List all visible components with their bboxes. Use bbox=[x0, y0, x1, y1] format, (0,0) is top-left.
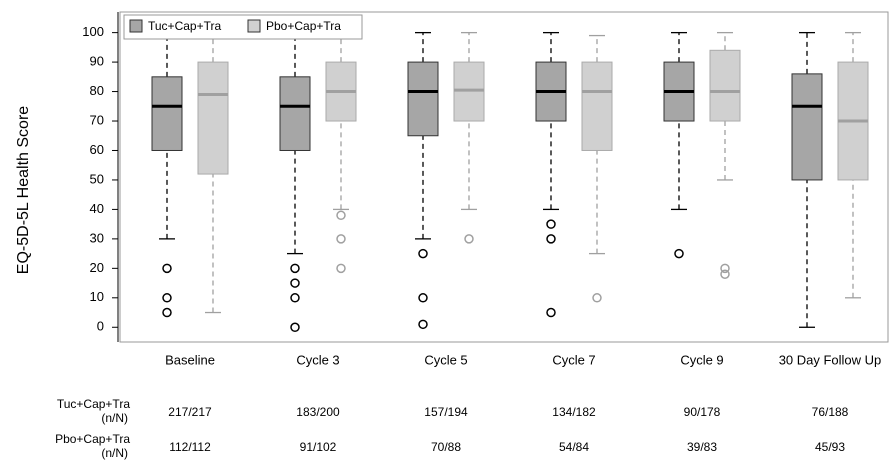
table-cell: 157/194 bbox=[424, 405, 468, 419]
outlier bbox=[336, 263, 346, 274]
table-row-label: Pbo+Cap+Tra bbox=[55, 432, 130, 446]
outlier bbox=[290, 263, 300, 274]
outlier bbox=[546, 307, 556, 318]
legend-label: Pbo+Cap+Tra bbox=[266, 19, 341, 33]
outlier bbox=[546, 219, 556, 229]
table-cell: 39/83 bbox=[687, 440, 717, 454]
table-cell: 112/112 bbox=[169, 440, 211, 454]
table-cell: 54/84 bbox=[559, 440, 589, 454]
table-cell: 217/217 bbox=[168, 405, 212, 419]
table-cell: 134/182 bbox=[552, 405, 596, 419]
outlier bbox=[546, 234, 556, 244]
legend-label: Tuc+Cap+Tra bbox=[148, 19, 221, 33]
y-tick-label: 20 bbox=[90, 260, 104, 275]
outlier bbox=[162, 263, 172, 274]
legend-swatch bbox=[129, 19, 143, 33]
y-tick-label: 90 bbox=[90, 54, 104, 69]
table-cell: 90/178 bbox=[684, 405, 721, 419]
outlier bbox=[290, 293, 300, 303]
table-cell: 91/102 bbox=[300, 440, 337, 454]
box bbox=[151, 76, 183, 151]
outlier bbox=[418, 248, 428, 259]
table-cell: 183/200 bbox=[296, 405, 340, 419]
y-tick-label: 30 bbox=[90, 230, 104, 245]
outlier bbox=[674, 248, 684, 259]
outlier bbox=[720, 263, 730, 274]
outlier bbox=[418, 293, 428, 303]
y-tick-label: 0 bbox=[97, 319, 104, 334]
box bbox=[581, 61, 613, 151]
x-tick-label: Cycle 5 bbox=[424, 352, 467, 367]
legend-box bbox=[123, 14, 363, 40]
x-tick-label: Baseline bbox=[165, 352, 215, 367]
outlier bbox=[592, 293, 602, 303]
plot-frame bbox=[119, 11, 889, 343]
y-tick-label: 50 bbox=[90, 171, 104, 186]
x-tick-label: Cycle 9 bbox=[680, 352, 723, 367]
table-row-label: (n/N) bbox=[101, 446, 128, 460]
x-tick-label: Cycle 7 bbox=[552, 352, 595, 367]
outlier bbox=[290, 322, 300, 333]
table-row-label: (n/N) bbox=[101, 411, 128, 425]
table-cell: 76/188 bbox=[812, 405, 849, 419]
x-tick-label: Cycle 3 bbox=[296, 352, 339, 367]
y-tick-label: 70 bbox=[90, 112, 104, 127]
y-tick-label: 100 bbox=[82, 24, 104, 39]
outlier bbox=[336, 210, 346, 221]
legend-swatch bbox=[247, 19, 261, 33]
table-row-label: Tuc+Cap+Tra bbox=[57, 397, 130, 411]
outlier bbox=[290, 278, 300, 288]
outlier bbox=[162, 307, 172, 318]
box bbox=[791, 73, 823, 181]
outlier bbox=[162, 293, 172, 303]
table-cell: 45/93 bbox=[815, 440, 845, 454]
outlier bbox=[418, 319, 428, 330]
x-tick-label: 30 Day Follow Up bbox=[779, 352, 882, 367]
outlier bbox=[720, 269, 730, 279]
box bbox=[407, 61, 439, 137]
y-tick-label: 60 bbox=[90, 142, 104, 157]
outlier bbox=[336, 234, 346, 244]
box bbox=[279, 76, 311, 151]
y-tick-label: 40 bbox=[90, 201, 104, 216]
y-tick-label: 80 bbox=[90, 83, 104, 98]
box bbox=[709, 49, 741, 122]
table-cell: 70/88 bbox=[431, 440, 461, 454]
y-axis-label: EQ-5D-5L Health Score bbox=[15, 106, 32, 274]
box bbox=[197, 61, 229, 175]
y-tick-label: 10 bbox=[90, 289, 104, 304]
outlier bbox=[464, 234, 474, 244]
